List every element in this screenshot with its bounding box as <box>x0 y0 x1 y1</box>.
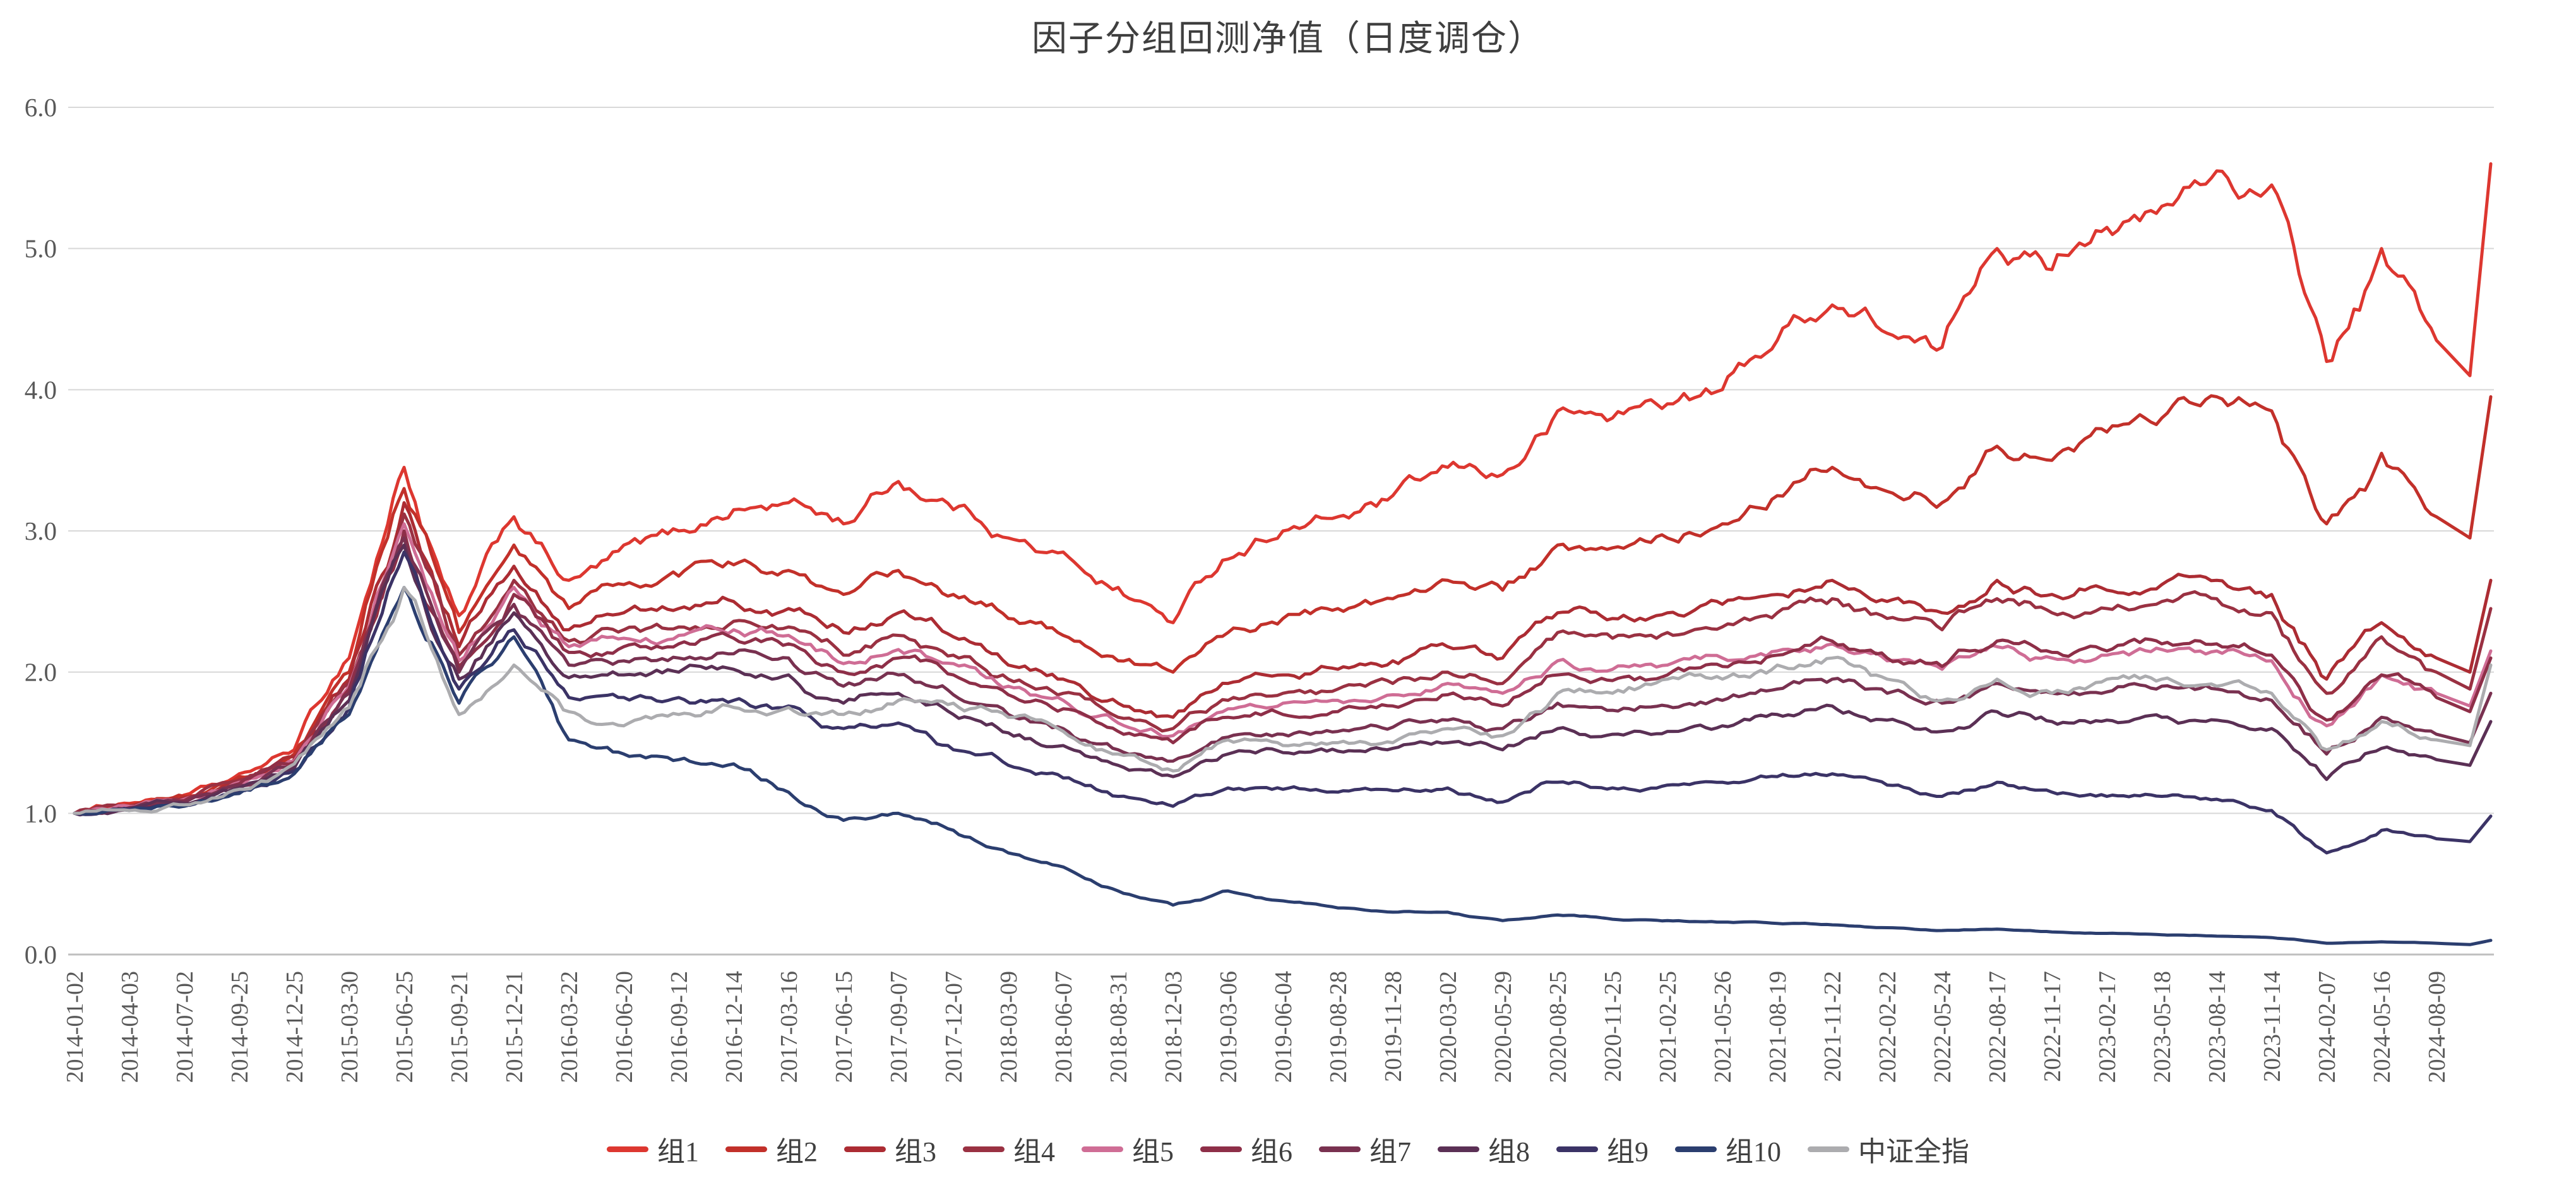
x-tick-label: 2020-08-25 <box>1545 971 1571 1083</box>
legend-swatch-组8 <box>1438 1146 1479 1152</box>
chart-title: 因子分组回测净值（日度调仓） <box>1032 20 1544 59</box>
legend-item-组6: 组6 <box>1200 1129 1292 1169</box>
series-line-组2 <box>73 394 2493 815</box>
y-tick-label: 0.0 <box>25 940 57 969</box>
x-tick-label: 2014-04-03 <box>117 971 143 1083</box>
x-tick-label: 2023-11-14 <box>2259 971 2286 1082</box>
x-tick-label: 2024-05-16 <box>2369 971 2395 1083</box>
x-tick-label: 2017-03-16 <box>776 971 802 1083</box>
legend-item-组7: 组7 <box>1319 1129 1411 1169</box>
y-tick-label: 4.0 <box>25 375 57 404</box>
legend-label: 组9 <box>1607 1136 1649 1167</box>
legend-label: 中证全指 <box>1858 1136 1969 1167</box>
x-tick-label: 2017-12-07 <box>941 971 967 1083</box>
legend-item-中证全指: 中证全指 <box>1808 1129 1969 1169</box>
x-tick-label: 2014-07-02 <box>172 971 198 1083</box>
y-tick-label: 1.0 <box>25 799 57 828</box>
legend-item-组9: 组9 <box>1556 1129 1649 1169</box>
x-tick-label: 2014-12-25 <box>282 971 308 1083</box>
series-line-组10 <box>73 586 2493 946</box>
x-tick-label: 2023-05-18 <box>2149 971 2176 1083</box>
x-tick-label: 2019-03-06 <box>1215 971 1242 1083</box>
x-tick-label: 2023-08-14 <box>2204 971 2231 1083</box>
x-tick-label: 2021-05-26 <box>1710 971 1736 1083</box>
series-line-组8 <box>73 543 2493 817</box>
series-line-组4 <box>73 512 2493 815</box>
x-tick-label: 2018-12-03 <box>1160 971 1187 1083</box>
x-tick-label: 2015-12-21 <box>501 971 528 1083</box>
x-tick-label: 2018-06-07 <box>1051 971 1077 1083</box>
legend-swatch-组3 <box>844 1146 886 1152</box>
legend-label: 组1 <box>657 1136 699 1167</box>
legend-item-组2: 组2 <box>725 1129 818 1169</box>
series-line-组9 <box>73 550 2493 855</box>
legend-item-组10: 组10 <box>1675 1129 1781 1169</box>
y-tick-label: 6.0 <box>25 93 57 122</box>
legend-label: 组2 <box>776 1136 818 1167</box>
x-tick-label: 2021-02-25 <box>1655 971 1681 1083</box>
x-tick-label: 2022-02-22 <box>1875 971 1901 1083</box>
legend-label: 组10 <box>1726 1136 1781 1167</box>
legend-swatch-组2 <box>725 1146 767 1152</box>
x-tick-label: 2017-06-15 <box>831 971 857 1083</box>
legend-label: 组7 <box>1369 1136 1411 1167</box>
x-tick-label: 2024-08-09 <box>2424 971 2450 1083</box>
x-tick-label: 2014-01-02 <box>62 971 88 1083</box>
x-tick-label: 2017-09-07 <box>886 971 912 1083</box>
x-tick-label: 2019-06-04 <box>1270 971 1297 1083</box>
x-tick-label: 2015-03-30 <box>337 971 363 1083</box>
legend-item-组1: 组1 <box>607 1129 699 1169</box>
legend-item-组4: 组4 <box>963 1129 1055 1169</box>
series-line-组1 <box>73 162 2493 816</box>
series-line-组6 <box>73 529 2493 815</box>
legend-item-组5: 组5 <box>1082 1129 1174 1169</box>
x-tick-label: 2020-11-25 <box>1600 971 1626 1082</box>
x-tick-label: 2023-02-17 <box>2094 971 2121 1083</box>
legend-label: 组8 <box>1488 1136 1530 1167</box>
y-tick-label: 3.0 <box>25 516 57 545</box>
legend-swatch-中证全指 <box>1808 1146 1849 1152</box>
y-tick-label: 2.0 <box>25 658 57 687</box>
x-tick-label: 2021-11-22 <box>1820 971 1846 1082</box>
x-tick-label: 2015-06-25 <box>391 971 418 1083</box>
x-tick-label: 2020-05-29 <box>1490 971 1517 1083</box>
series-line-组5 <box>73 522 2493 815</box>
legend-swatch-组10 <box>1675 1146 1717 1152</box>
legend-swatch-组4 <box>963 1146 1005 1152</box>
series-line-组7 <box>73 536 2493 815</box>
x-tick-label: 2015-09-21 <box>446 971 473 1083</box>
x-tick-label: 2020-03-02 <box>1435 971 1462 1083</box>
series-line-中证全指 <box>73 586 2493 815</box>
legend-label: 组6 <box>1251 1136 1292 1167</box>
y-tick-label: 5.0 <box>25 234 57 263</box>
x-tick-label: 2018-08-31 <box>1106 971 1132 1083</box>
x-tick-label: 2021-08-19 <box>1765 971 1791 1083</box>
x-tick-label: 2019-08-28 <box>1325 971 1352 1083</box>
chart-legend: 组1 组2 组3 组4 组5 组6 组7 组8 组9 组10 中证全指 <box>0 1129 2576 1169</box>
x-tick-label: 2016-03-22 <box>556 971 583 1083</box>
series-line-组3 <box>73 501 2493 816</box>
x-tick-label: 2014-09-25 <box>227 971 253 1083</box>
legend-item-组3: 组3 <box>844 1129 936 1169</box>
x-tick-label: 2022-11-17 <box>2039 971 2066 1082</box>
legend-swatch-组1 <box>607 1146 648 1152</box>
x-tick-label: 2016-06-20 <box>611 971 638 1083</box>
legend-label: 组4 <box>1013 1136 1055 1167</box>
x-tick-label: 2019-11-28 <box>1380 971 1407 1082</box>
x-tick-label: 2018-03-09 <box>996 971 1022 1083</box>
x-tick-label: 2016-12-14 <box>721 971 748 1083</box>
x-tick-label: 2022-08-17 <box>1984 971 2011 1083</box>
x-tick-label: 2024-02-07 <box>2314 971 2340 1083</box>
x-tick-label: 2022-05-24 <box>1929 971 1956 1083</box>
legend-swatch-组6 <box>1200 1146 1242 1152</box>
legend-label: 组3 <box>895 1136 936 1167</box>
x-tick-label: 2016-09-12 <box>666 971 693 1083</box>
legend-swatch-组7 <box>1319 1146 1361 1152</box>
legend-item-组8: 组8 <box>1438 1129 1530 1169</box>
legend-label: 组5 <box>1132 1136 1174 1167</box>
legend-swatch-组5 <box>1082 1146 1123 1152</box>
legend-swatch-组9 <box>1556 1146 1598 1152</box>
